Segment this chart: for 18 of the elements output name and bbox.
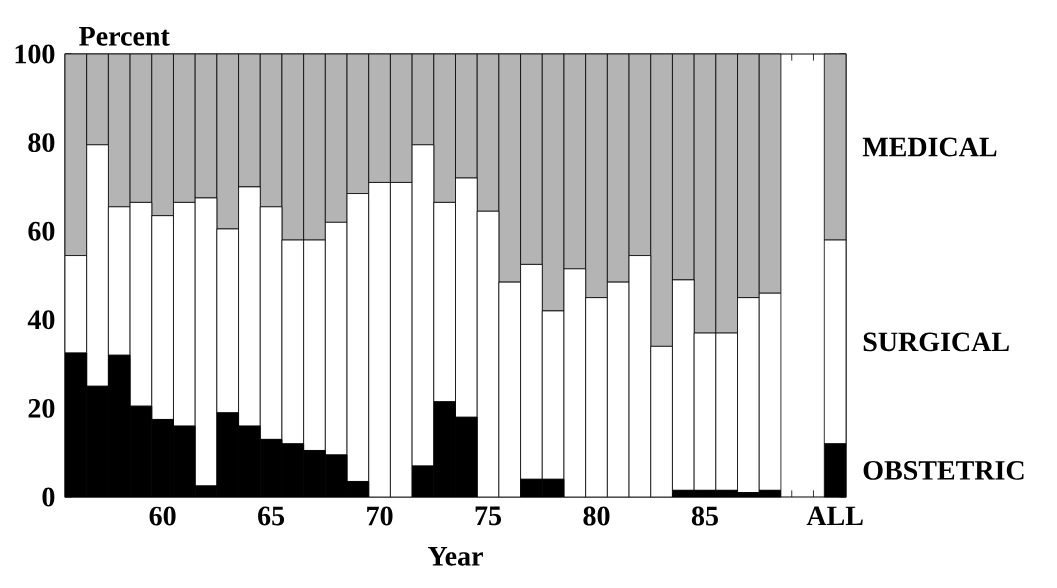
x-tick-label: 80 [583, 506, 610, 526]
y-tick-label: 60 [28, 221, 55, 241]
x-tick-label: 70 [367, 506, 393, 526]
x-tick-label: 65 [258, 506, 285, 526]
legend-label: MEDICAL [862, 137, 997, 157]
y-tick-label: 0 [42, 487, 55, 507]
y-tick-label: 40 [27, 310, 55, 330]
x-tick-label: 75 [475, 506, 502, 526]
x-tick-label: 60 [149, 506, 176, 526]
y-tick-label: 100 [15, 44, 55, 64]
y-axis-title: Percent [79, 27, 170, 46]
y-tick-label: 20 [28, 398, 55, 418]
x-tick-label: 85 [691, 506, 718, 526]
x-tick-label: ALL [806, 506, 863, 526]
series-label: OBSTETRIC [863, 460, 1024, 480]
x-axis-title: Year [428, 547, 483, 566]
legend-label: SURGICAL [863, 332, 1009, 352]
y-tick-label: 80 [28, 133, 55, 153]
